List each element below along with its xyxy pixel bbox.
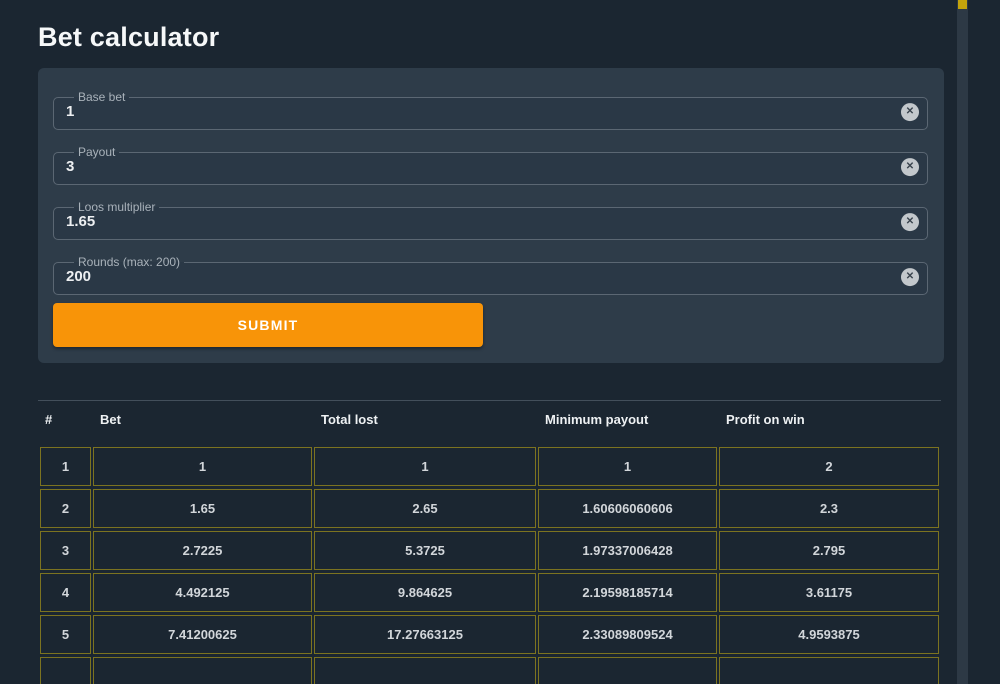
field-base-bet: Base bet ✕ xyxy=(53,91,928,130)
table-row: 5 7.41200625 17.27663125 2.33089809524 4… xyxy=(40,615,939,654)
base-bet-input[interactable] xyxy=(66,103,915,121)
loss-multiplier-outline: Loos multiplier xyxy=(53,201,928,240)
payout-label: Payout xyxy=(78,145,116,159)
cell-total-lost: 5.3725 xyxy=(314,531,536,570)
clear-icon[interactable]: ✕ xyxy=(901,212,919,231)
clear-icon[interactable]: ✕ xyxy=(901,267,919,286)
cell-bet: 4.492125 xyxy=(93,573,312,612)
results-table: 1 1 1 1 2 2 1.65 2.65 1.60606060606 2.3 … xyxy=(38,444,941,684)
cell-minimum-payout: 1.60606060606 xyxy=(538,489,717,528)
cell-minimum-payout: 1.97337006428 xyxy=(538,531,717,570)
loss-multiplier-input[interactable] xyxy=(66,213,915,231)
loss-multiplier-label: Loos multiplier xyxy=(78,200,156,214)
cell-minimum-payout: 1 xyxy=(538,447,717,486)
results-section: # Bet Total lost Minimum payout Profit o… xyxy=(38,400,941,684)
base-bet-label: Base bet xyxy=(78,90,126,104)
column-header-minimum-payout: Minimum payout xyxy=(545,411,649,427)
cell-bet: 2.7225 xyxy=(93,531,312,570)
cell-total-lost: 1 xyxy=(314,447,536,486)
cell-profit-on-win: 2 xyxy=(719,447,939,486)
cell-total-lost: 17.27663125 xyxy=(314,615,536,654)
table-row: 2 1.65 2.65 1.60606060606 2.3 xyxy=(40,489,939,528)
page-title: Bet calculator xyxy=(38,22,220,52)
cell-bet: 1 xyxy=(93,447,312,486)
rounds-label: Rounds (max: 200) xyxy=(78,255,181,269)
column-header-bet: Bet xyxy=(100,411,121,427)
cell-index: 3 xyxy=(40,531,91,570)
field-rounds: Rounds (max: 200) ✕ xyxy=(53,256,928,295)
cell-index: 4 xyxy=(40,573,91,612)
submit-button[interactable]: SUBMIT xyxy=(53,303,483,347)
table-row: 1 1 1 1 2 xyxy=(40,447,939,486)
cell-profit-on-win: 3.61175 xyxy=(719,573,939,612)
table-row: 4 4.492125 9.864625 2.19598185714 3.6117… xyxy=(40,573,939,612)
table-header-row: # Bet Total lost Minimum payout Profit o… xyxy=(38,409,941,429)
base-bet-outline: Base bet xyxy=(53,91,928,130)
clear-icon[interactable]: ✕ xyxy=(901,157,919,176)
field-loss-multiplier: Loos multiplier ✕ xyxy=(53,201,928,240)
payout-input[interactable] xyxy=(66,158,915,176)
payout-outline: Payout xyxy=(53,146,928,185)
rounds-input[interactable] xyxy=(66,268,915,286)
cell-bet: 1.65 xyxy=(93,489,312,528)
cell-profit-on-win: 2.795 xyxy=(719,531,939,570)
cell-index: 2 xyxy=(40,489,91,528)
scrollbar-thumb[interactable] xyxy=(958,0,967,9)
rounds-outline: Rounds (max: 200) xyxy=(53,256,928,295)
table-row: 3 2.7225 5.3725 1.97337006428 2.795 xyxy=(40,531,939,570)
cell-profit-on-win: 4.9593875 xyxy=(719,615,939,654)
table-row-partial xyxy=(40,657,939,684)
cell-minimum-payout: 2.33089809524 xyxy=(538,615,717,654)
bet-form-card: Base bet ✕ Payout ✕ Loos multiplier ✕ xyxy=(38,68,944,363)
section-divider xyxy=(38,400,941,401)
scrollbar-track[interactable] xyxy=(957,0,968,684)
clear-icon[interactable]: ✕ xyxy=(901,102,919,121)
cell-index: 5 xyxy=(40,615,91,654)
cell-profit-on-win: 2.3 xyxy=(719,489,939,528)
column-header-profit-on-win: Profit on win xyxy=(726,411,805,427)
cell-bet: 7.41200625 xyxy=(93,615,312,654)
column-header-total-lost: Total lost xyxy=(321,411,378,427)
field-payout: Payout ✕ xyxy=(53,146,928,185)
cell-total-lost: 9.864625 xyxy=(314,573,536,612)
cell-minimum-payout: 2.19598185714 xyxy=(538,573,717,612)
cell-total-lost: 2.65 xyxy=(314,489,536,528)
cell-index: 1 xyxy=(40,447,91,486)
column-header-index: # xyxy=(45,411,53,427)
